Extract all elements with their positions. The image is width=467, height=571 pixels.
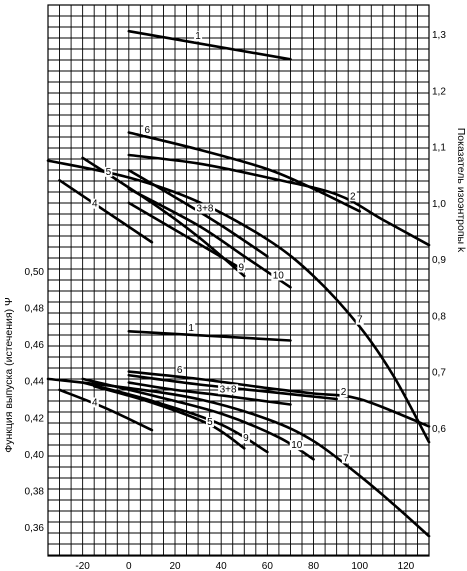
- y-left-tick-label: 0,44: [25, 377, 45, 388]
- upper-curve-label-4: 4: [92, 199, 98, 210]
- y-left-tick-label: 0,48: [25, 304, 45, 315]
- upper-curve-label-10: 10: [273, 270, 285, 281]
- x-tick-label: 120: [398, 561, 415, 571]
- chart-grid: [47, 4, 430, 556]
- upper-curve-label-bg: [194, 31, 203, 42]
- lower-curve-label-bg: [339, 387, 348, 397]
- lower-curve-label-bg: [187, 322, 196, 333]
- y-right-tick-label: 0,6: [432, 424, 446, 435]
- plot-frame: [47, 4, 430, 557]
- upper-curve-label-bg: [271, 270, 286, 281]
- y-axis-right-ticks: 0,6 0,7 0,8 0,9 1,0 1,1 1,2 1,3: [432, 30, 446, 435]
- lower-curve-label-3-8: 3+8: [220, 384, 237, 395]
- lower-curve-6: [127, 370, 431, 428]
- upper-curve-label-2: 2: [350, 191, 356, 202]
- upper-curve-label-3-8: 3+8: [197, 204, 214, 215]
- x-tick-label: 40: [216, 561, 228, 571]
- x-tick-label: 100: [351, 561, 368, 571]
- y-right-tick-label: 1,1: [432, 143, 446, 154]
- upper-curve-4: [58, 179, 154, 244]
- lower-curve-label-bg: [289, 440, 304, 451]
- y-right-tick-label: 0,9: [432, 255, 446, 266]
- y-right-tick-label: 1,3: [432, 30, 446, 41]
- upper-curve-7: [46, 159, 431, 444]
- x-axis-ticks: -20 0 20 40 60 80 100 120: [75, 561, 414, 571]
- y-right-tick-label: 1,2: [432, 86, 446, 97]
- upper-curve-label-6: 6: [145, 125, 151, 136]
- y-left-tick-label: 0,50: [25, 267, 45, 278]
- x-tick-label: 80: [308, 561, 320, 571]
- lower-curve-label-bg: [90, 397, 99, 408]
- x-tick-label: -20: [75, 561, 90, 571]
- lower-curve-label-bg: [218, 384, 239, 395]
- lower-curve-4: [58, 388, 154, 432]
- x-tick-label: 60: [262, 561, 274, 571]
- lower-curve-label-bg: [175, 364, 184, 375]
- curve-labels: 1 6 2 3+8 7 10 9 5 4 1 6 2 3+8 7 10 9 5 4: [90, 31, 364, 464]
- upper-curve-label-bg: [143, 125, 152, 136]
- x-tick-label: 0: [126, 561, 132, 571]
- y-axis-left-title: Функция выпуска (истечения) Ψ: [3, 297, 15, 453]
- y-right-tick-label: 0,7: [432, 368, 446, 379]
- upper-curve-label-bg: [237, 262, 246, 273]
- lower-curve-label-bg: [241, 433, 250, 444]
- y-axis-left-ticks: 0,36 0,38 0,40 0,42 0,44 0,46 0,48 0,50: [25, 267, 45, 534]
- lower-curve-label-bg: [341, 453, 350, 464]
- upper-curve-label-7: 7: [357, 315, 363, 326]
- lower-curve-label-2: 2: [341, 387, 347, 398]
- lower-curve-1: [127, 330, 292, 342]
- lower-curve-label-5: 5: [207, 417, 213, 428]
- y-left-tick-label: 0,36: [25, 523, 45, 534]
- lower-curve-3-8: [127, 381, 292, 406]
- y-left-tick-label: 0,38: [25, 486, 45, 497]
- upper-curve-label-bg: [348, 191, 357, 202]
- upper-curve-9: [127, 201, 246, 272]
- lower-curve-label-9: 9: [243, 433, 249, 444]
- y-right-tick-label: 1,0: [432, 199, 446, 210]
- lower-curve-label-10: 10: [291, 440, 303, 451]
- y-right-tick-label: 0,8: [432, 311, 446, 322]
- y-left-tick-label: 0,42: [25, 413, 45, 424]
- upper-curve-label-bg: [90, 198, 99, 209]
- y-left-tick-label: 0,40: [25, 450, 45, 461]
- lower-curve-label-7: 7: [343, 453, 349, 464]
- lower-curve-5: [92, 384, 246, 450]
- upper-curve-2: [127, 153, 431, 247]
- upper-curve-label-bg: [104, 166, 113, 177]
- upper-curve-label-bg: [355, 314, 364, 325]
- upper-curve-6: [127, 131, 362, 213]
- upper-curve-10: [127, 187, 292, 289]
- chart-curves: [46, 29, 431, 538]
- upper-curve-1: [127, 29, 292, 61]
- upper-curve-label-1: 1: [195, 31, 201, 42]
- lower-curve-label-6: 6: [177, 365, 183, 376]
- upper-curve-label-9: 9: [238, 262, 244, 273]
- y-left-tick-label: 0,46: [25, 340, 45, 351]
- x-tick-label: 20: [169, 561, 181, 571]
- upper-curve-label-5: 5: [106, 167, 112, 178]
- lower-curve-label-1: 1: [188, 323, 194, 334]
- lower-curve-7: [46, 377, 431, 538]
- upper-curve-label-bg: [195, 203, 216, 214]
- y-axis-right-title: Показатель изоэнтропы k: [455, 128, 467, 253]
- lower-curve-label-bg: [205, 417, 214, 428]
- lower-curve-label-4: 4: [92, 397, 98, 408]
